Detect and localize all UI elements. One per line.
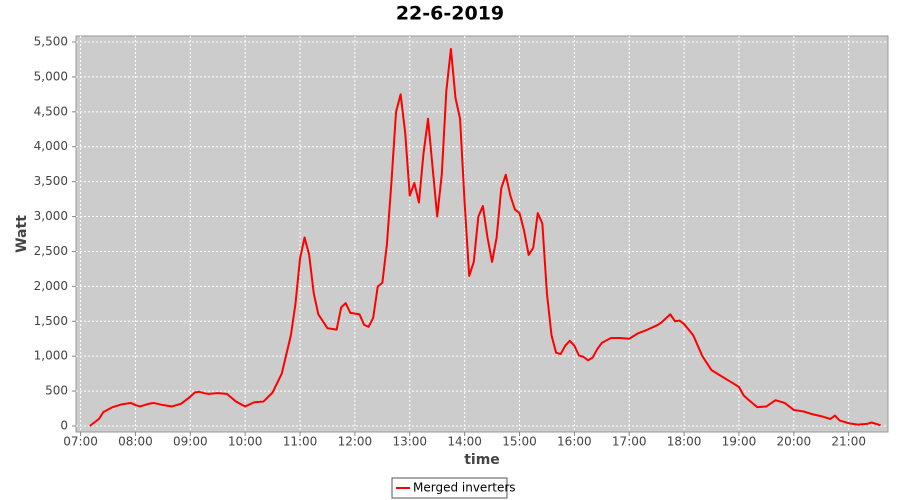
x-tick-label: 15:00 bbox=[502, 435, 537, 449]
line bbox=[89, 47, 881, 427]
y-tick-label: 4,000 bbox=[34, 139, 68, 153]
y-tick-label: 5,000 bbox=[34, 69, 68, 83]
x-tick-label: 14:00 bbox=[447, 435, 482, 449]
x-tick-label: 09:00 bbox=[173, 435, 208, 449]
x-tick-label: 20:00 bbox=[777, 435, 812, 449]
legend bbox=[391, 477, 508, 499]
x-tick-label: 13:00 bbox=[392, 435, 427, 449]
grid bbox=[76, 36, 888, 432]
y-tick-label: 0 bbox=[60, 418, 68, 432]
x-tick-label: 11:00 bbox=[283, 435, 318, 449]
legend-label: Merged inverters bbox=[413, 481, 516, 495]
x-tick-label: 08:00 bbox=[118, 435, 153, 449]
x-tick-label: 16:00 bbox=[557, 435, 592, 449]
x-tick-label: 21:00 bbox=[831, 435, 866, 449]
y-tick-label: 2,000 bbox=[34, 279, 68, 293]
x-axis-label: time bbox=[464, 452, 500, 468]
x-tick-label: 19:00 bbox=[722, 435, 757, 449]
x-tick-label: 10:00 bbox=[228, 435, 263, 449]
y-tick-label: 1,500 bbox=[34, 314, 68, 328]
x-tick-label: 07:00 bbox=[63, 435, 98, 449]
y-tick-label: 1,000 bbox=[34, 349, 68, 363]
y-tick-label: 5,500 bbox=[34, 35, 68, 49]
y-tick-label: 4,500 bbox=[34, 104, 68, 118]
y-tick-label: 3,000 bbox=[34, 209, 68, 223]
chart-title: 22-6-2019 bbox=[396, 3, 504, 25]
plot-area bbox=[75, 35, 889, 433]
y-tick-label: 3,500 bbox=[34, 174, 68, 188]
y-axis-label: Watt bbox=[14, 215, 30, 253]
y-tick-label: 2,500 bbox=[34, 244, 68, 258]
y-tick-label: 500 bbox=[45, 384, 68, 398]
x-tick-label: 17:00 bbox=[612, 435, 647, 449]
x-tick-label: 18:00 bbox=[667, 435, 702, 449]
x-tick-label: 12:00 bbox=[338, 435, 373, 449]
